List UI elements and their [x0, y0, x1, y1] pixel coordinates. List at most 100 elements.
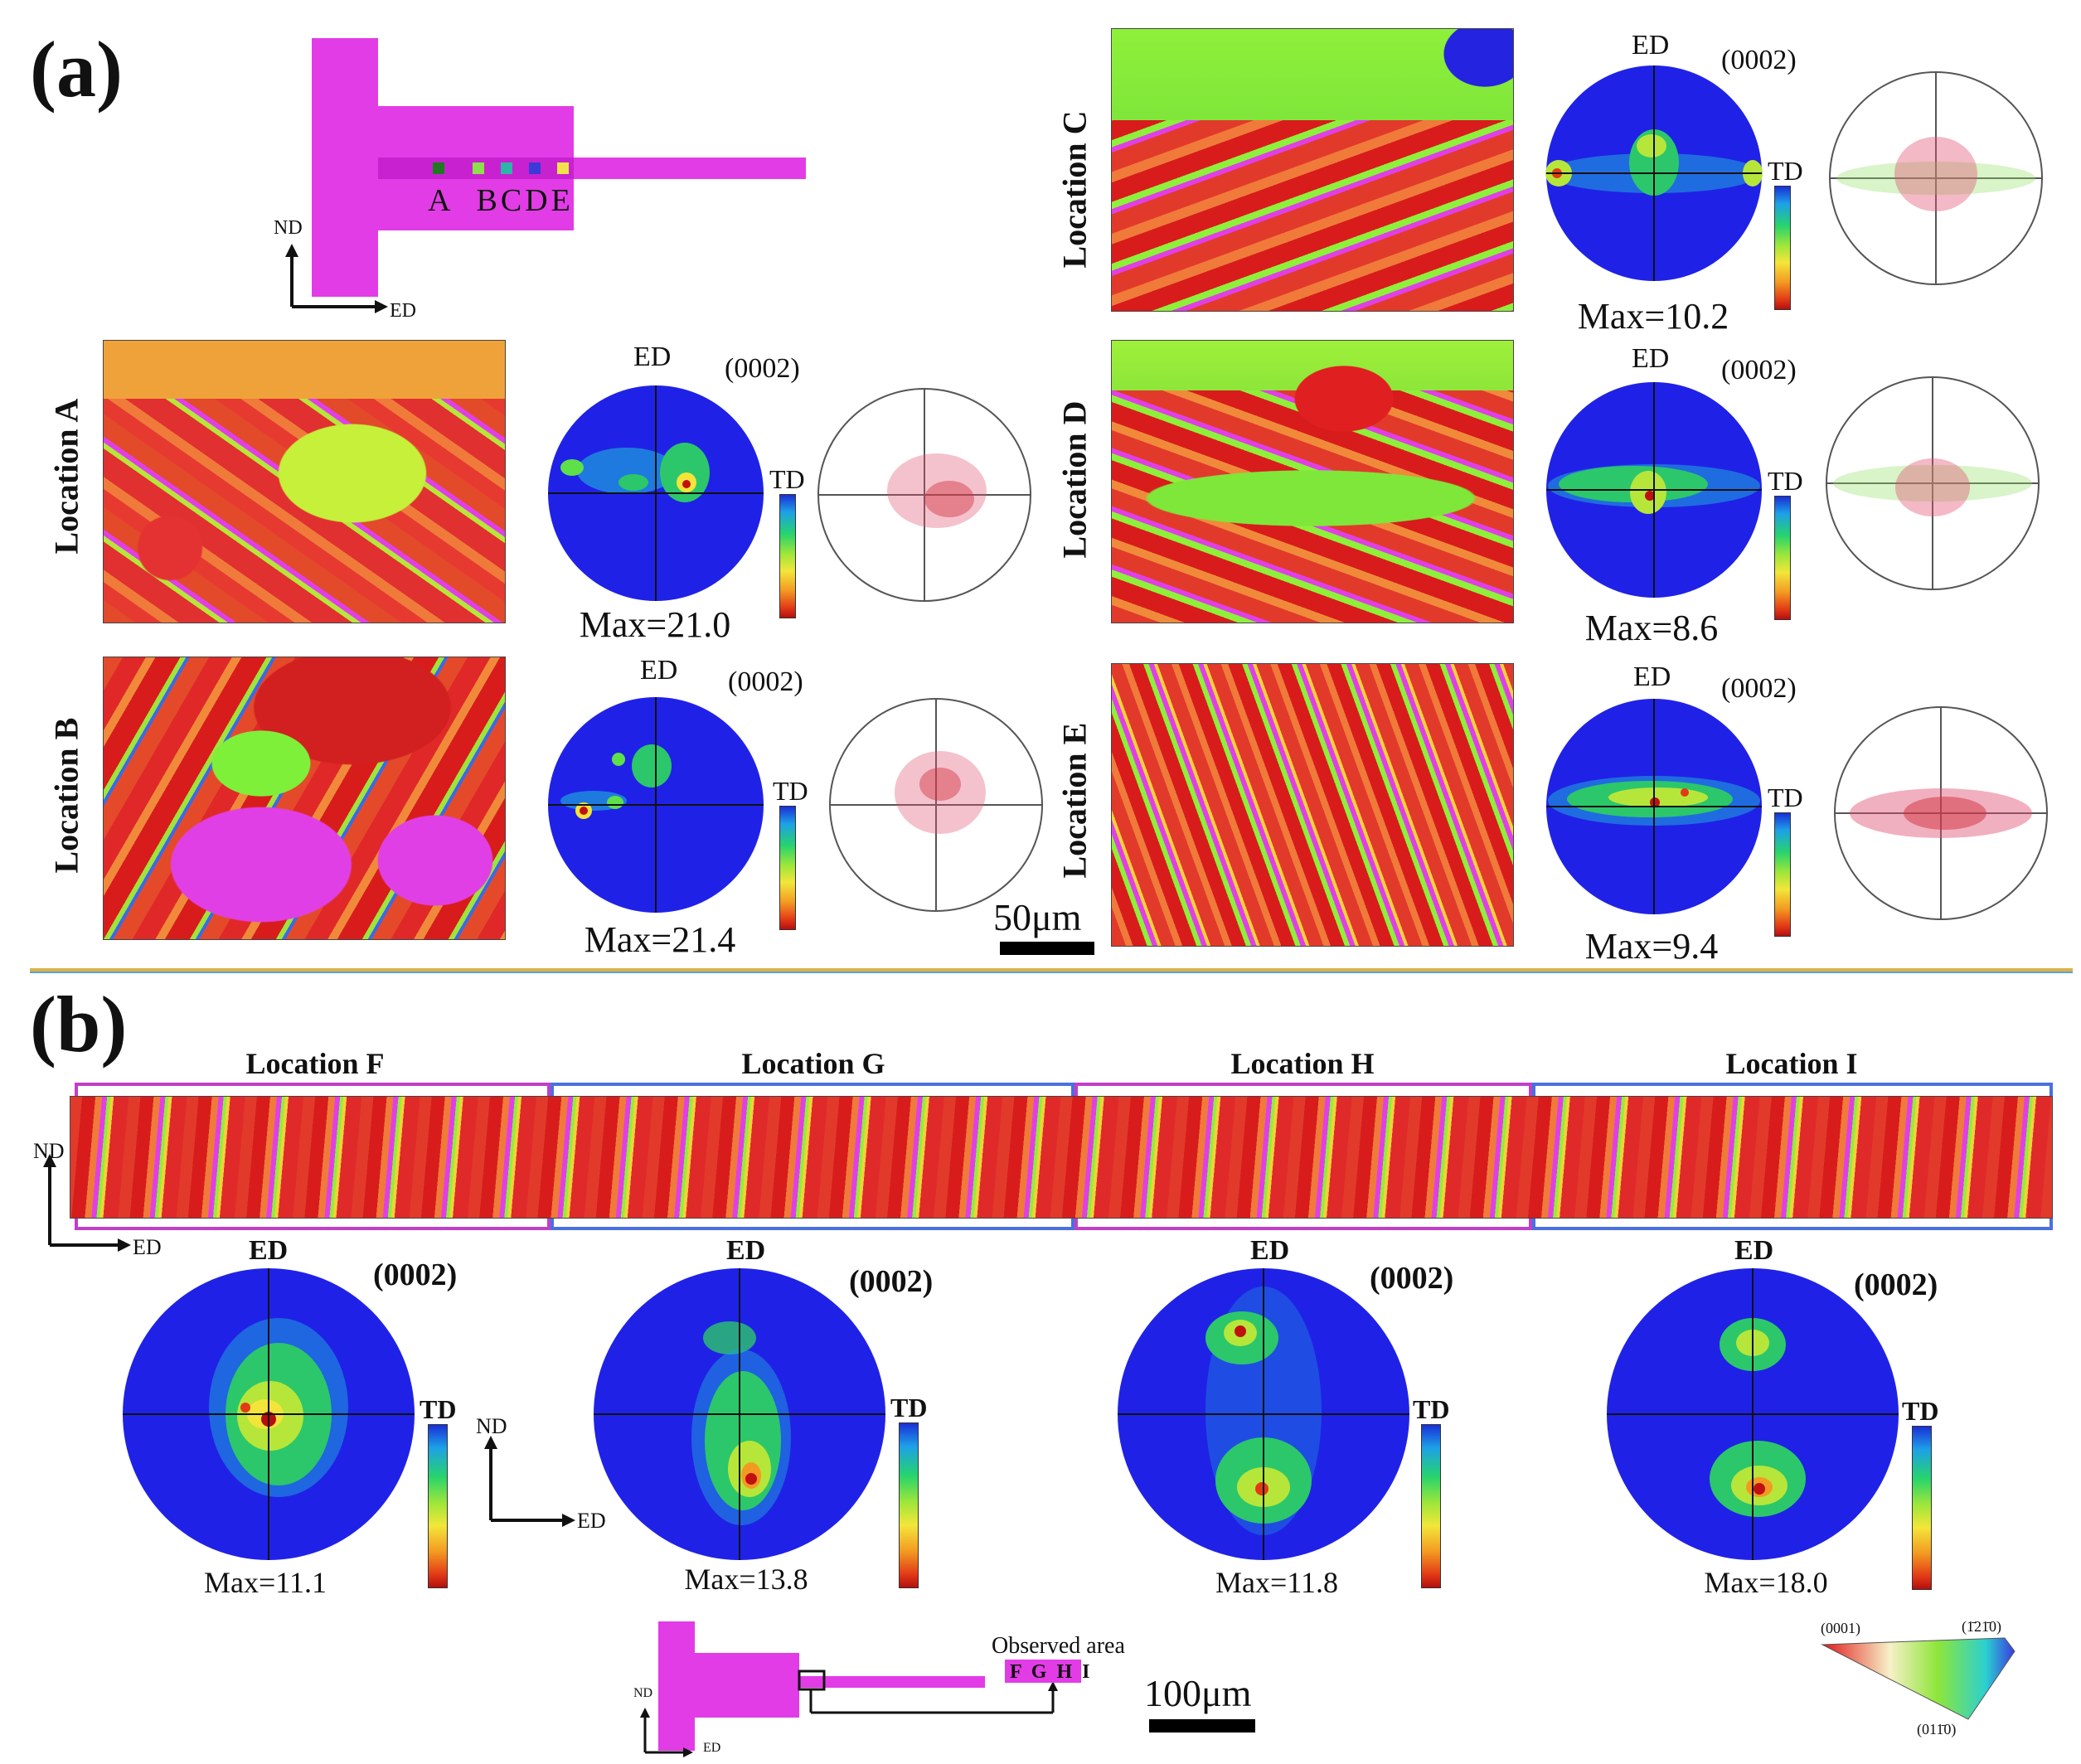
pf-i-ed: ED	[1734, 1235, 1774, 1266]
ipf-color-key	[1821, 1637, 2016, 1720]
schematic-ed-label: ED	[390, 300, 416, 322]
schematic-shape	[285, 38, 806, 313]
pole-figure-b	[548, 697, 764, 913]
pf-g-colorbar	[899, 1422, 919, 1588]
ipf-key-0001: (0001)	[1821, 1620, 1860, 1636]
pole-figure-a	[548, 385, 764, 601]
pf-g-max: Max=13.8	[684, 1563, 808, 1596]
pf-a-colorbar	[779, 494, 796, 618]
pf-f-ed: ED	[249, 1235, 289, 1266]
pf-b-colorbar	[779, 806, 796, 930]
ipf-key-0110: (011̄0)	[1917, 1721, 1957, 1737]
pf-d-td: TD	[1768, 466, 1803, 496]
pf-e-colorbar	[1774, 812, 1791, 937]
pf-axes	[484, 1436, 575, 1527]
pf-d-plane: (0002)	[1721, 355, 1797, 385]
location-b-label: Location B	[47, 717, 85, 874]
scatter-pole-d	[1826, 376, 2040, 590]
pf-b-ed: ED	[640, 655, 678, 686]
scale-bar-100	[1149, 1719, 1255, 1732]
location-i-label: Location I	[1725, 1047, 1858, 1080]
pf-a-plane: (0002)	[725, 353, 800, 384]
panel-b-label: (b)	[30, 980, 128, 1069]
pf-f-td: TD	[420, 1394, 457, 1424]
scale-bar-100-label: 100μm	[1144, 1672, 1252, 1714]
bottom-nd-label: ND	[633, 1686, 653, 1700]
strip-ed-label: ED	[133, 1235, 162, 1259]
pf-h-ed: ED	[1250, 1235, 1290, 1266]
bottom-ed-label: ED	[703, 1741, 721, 1755]
ebsd-map-e	[1111, 663, 1514, 947]
scale-bar-50-label: 50μm	[993, 896, 1082, 938]
pole-figure-h	[1118, 1268, 1409, 1560]
pf-h-plane: (0002)	[1370, 1261, 1454, 1296]
pf-c-max: Max=10.2	[1577, 296, 1729, 337]
pf-e-td: TD	[1768, 783, 1803, 812]
pf-i-max: Max=18.0	[1704, 1566, 1828, 1599]
pf-c-plane: (0002)	[1721, 45, 1797, 75]
scatter-pole-e	[1834, 706, 2048, 920]
pf-c-ed: ED	[1632, 30, 1670, 61]
pf-h-max: Max=11.8	[1215, 1566, 1338, 1599]
pf-g-td: TD	[890, 1393, 928, 1422]
pf-g-ed: ED	[726, 1235, 766, 1266]
ebsd-map-a	[103, 340, 506, 623]
pf-i-td: TD	[1902, 1396, 1939, 1426]
ebsd-map-d	[1111, 340, 1514, 623]
ebsd-strip-fghi	[70, 1096, 2053, 1219]
pole-figure-d	[1546, 382, 1762, 598]
pf-h-td: TD	[1413, 1394, 1450, 1424]
pf-b-max: Max=21.4	[584, 919, 736, 960]
location-d-label: Location D	[1055, 400, 1094, 559]
location-g-label: Location G	[741, 1047, 885, 1080]
pf-i-colorbar	[1912, 1426, 1932, 1590]
pf-e-ed: ED	[1633, 662, 1671, 692]
panel-divider	[30, 968, 2073, 973]
pf-d-max: Max=8.6	[1584, 608, 1719, 648]
pf-a-td: TD	[769, 464, 805, 494]
pf-d-colorbar	[1774, 496, 1791, 620]
pf-f-colorbar	[428, 1424, 448, 1588]
pole-figure-f	[123, 1268, 415, 1560]
ebsd-map-c	[1111, 28, 1514, 312]
pf-h-colorbar	[1421, 1424, 1441, 1588]
pf-g-plane: (0002)	[849, 1264, 934, 1299]
observed-area-label: Observed area	[992, 1633, 1125, 1659]
pf-a-max: Max=21.0	[579, 604, 731, 645]
pf-d-ed: ED	[1632, 343, 1670, 374]
scatter-pole-a	[817, 388, 1031, 602]
pf-e-max: Max=9.4	[1584, 926, 1719, 967]
pf-f-plane: (0002)	[373, 1258, 458, 1292]
pf-f-max: Max=11.1	[204, 1566, 327, 1599]
pole-figure-i	[1607, 1268, 1899, 1560]
location-f-label: Location F	[245, 1047, 385, 1080]
ebsd-map-b	[103, 657, 506, 940]
pf-ed-label: ED	[577, 1509, 606, 1533]
pf-b-td: TD	[773, 776, 808, 806]
observed-letters: F G H I	[1010, 1661, 1090, 1683]
pole-figure-c	[1545, 65, 1763, 281]
ipf-key-1210: (1̄21̄0)	[1962, 1618, 2001, 1635]
strip-axes	[43, 1154, 131, 1252]
pf-nd-label: ND	[476, 1414, 507, 1438]
strip-nd-label: ND	[33, 1139, 65, 1163]
pf-c-colorbar	[1774, 186, 1791, 310]
schematic-point-labels: A BCDE	[428, 183, 574, 218]
location-a-label: Location A	[47, 398, 85, 555]
location-e-label: Location E	[1055, 722, 1094, 879]
scatter-pole-c	[1829, 71, 2043, 285]
pf-c-td: TD	[1768, 156, 1803, 186]
location-h-label: Location H	[1230, 1047, 1375, 1080]
scale-bar-50	[1000, 942, 1094, 955]
location-c-label: Location C	[1055, 110, 1094, 269]
pf-i-plane: (0002)	[1854, 1267, 1938, 1302]
pf-b-plane: (0002)	[728, 666, 803, 697]
observed-area-schematic	[640, 1621, 1081, 1757]
pf-e-plane: (0002)	[1721, 673, 1797, 704]
pf-a-ed: ED	[633, 342, 672, 372]
pole-figure-e	[1546, 699, 1762, 914]
panel-a-label: (a)	[30, 25, 123, 114]
schematic-nd-label: ND	[274, 217, 303, 239]
scatter-pole-b	[829, 698, 1043, 912]
pole-figure-g	[594, 1268, 885, 1560]
